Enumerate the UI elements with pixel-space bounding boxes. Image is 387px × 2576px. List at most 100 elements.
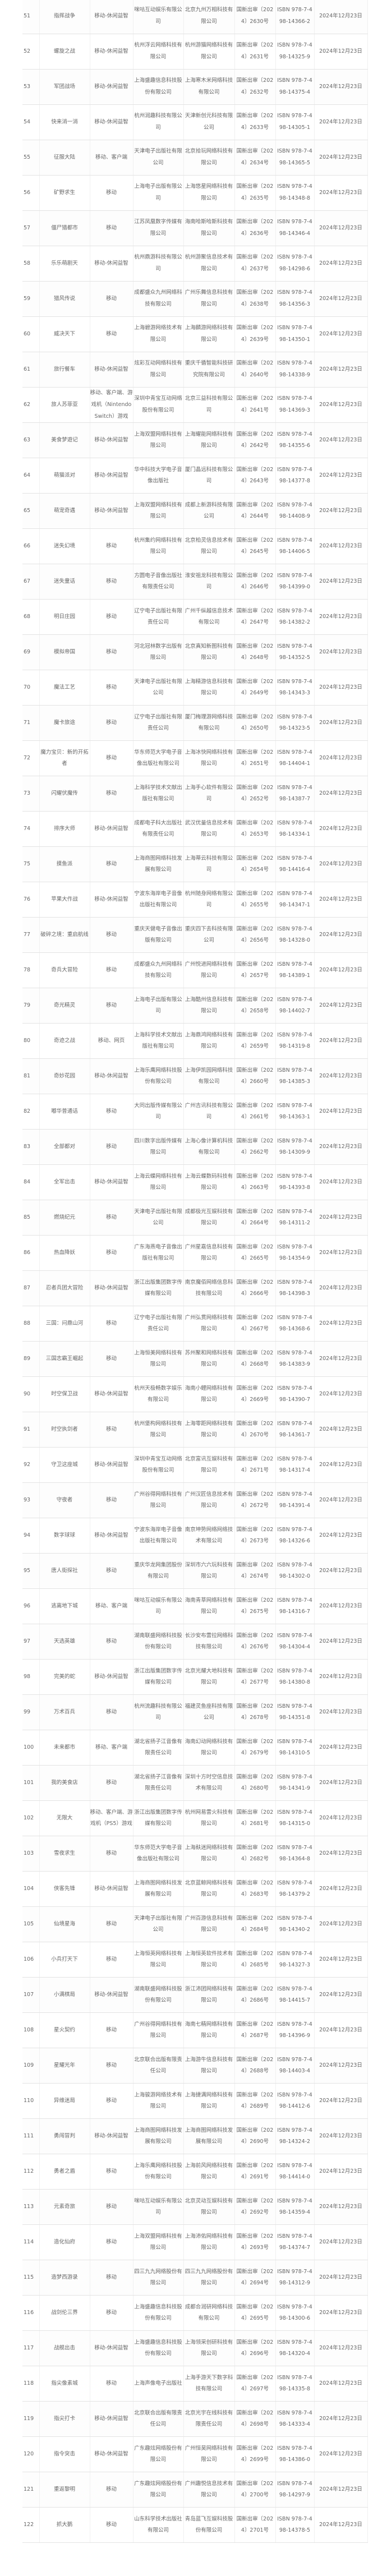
isbn: ISBN 978-7-498-14374-7	[275, 2224, 315, 2261]
isbn: ISBN 978-7-498-14389-1	[275, 952, 315, 989]
category: 移动	[90, 988, 133, 1024]
approval-number: 国新出审〔2024〕2634号	[234, 140, 276, 176]
table-row: 53 军团战场 移动-休闲益智 上海盛趣信息科技股份有限公司 上海寒木米网络科技有限公司…	[22, 69, 368, 105]
row-number: 82	[22, 1094, 40, 1130]
approval-number: 国新出审〔2024〕2643号	[234, 458, 276, 494]
isbn: ISBN 978-7-498-14383-9	[275, 1341, 315, 1377]
category: 移动-休闲益智	[90, 246, 133, 282]
row-number: 73	[22, 776, 40, 812]
game-name: 忍者兵团大冒险	[39, 1270, 90, 1307]
operator: 上海麸迷网络科技有限公司	[183, 1836, 235, 1872]
approval-number: 国新出审〔2024〕2662号	[234, 1129, 276, 1165]
approval-date: 2024年12月23日	[314, 740, 368, 777]
row-number: 109	[22, 2048, 40, 2084]
approval-date: 2024年12月23日	[314, 2330, 368, 2367]
publisher: 上海恒美网络科技有限公司	[132, 1341, 184, 1377]
table-row: 104 侠客先锋 移动-休闲益智 上海商图网络科技发展有限公司 北京蓝鲸网络科技有限公司…	[22, 1871, 368, 1907]
isbn: ISBN 978-7-498-14341-9	[275, 1765, 315, 1801]
game-name: 嘟华普通话	[39, 1094, 90, 1130]
approval-date: 2024年12月23日	[314, 316, 368, 352]
publisher: 北京联合出版有限责任公司	[132, 2048, 184, 2084]
category: 移动-休闲益智	[90, 1058, 133, 1095]
row-number: 70	[22, 670, 40, 706]
isbn: ISBN 978-7-498-14406-5	[275, 528, 315, 565]
operator: 福建灵鱼座科技有限公司	[183, 1694, 235, 1731]
operator: 淮安祖龙科技有限公司	[183, 564, 235, 600]
row-number: 78	[22, 952, 40, 989]
operator: 北京富讯互娱科技有限公司	[183, 1447, 235, 1483]
publisher: 杭州堡构网络科技有限公司	[132, 1412, 184, 1448]
operator: 北京三益科技有限公司	[183, 387, 235, 423]
table-row: 115 造梦西游录 移动 四三九九网络股份有限公司 四三九九网络股份有限公司 国新出审〔2…	[22, 2260, 368, 2296]
isbn: ISBN 978-7-498-14309-9	[275, 1129, 315, 1165]
isbn: ISBN 978-7-498-14305-1	[275, 104, 315, 140]
category: 移动	[90, 1694, 133, 1731]
approval-date: 2024年12月23日	[314, 0, 368, 34]
approval-number: 国新出审〔2024〕2637号	[234, 246, 276, 282]
game-name: 造化仙府	[39, 2224, 90, 2261]
table-row: 52 螺旋之战 移动-休闲益智 杭州浮云网络科技有限公司 杭州游猫网络科技有限公司 国新出…	[22, 34, 368, 70]
operator: 成都极光互娱科技有限公司	[183, 1200, 235, 1236]
operator: 四三九九网络股份有限公司	[183, 2260, 235, 2296]
isbn: ISBN 978-7-498-14327-3	[275, 1942, 315, 1978]
publisher: 四川数字出版传媒有限公司	[132, 1129, 184, 1165]
game-name: 矿野求生	[39, 175, 90, 211]
category: 移动	[90, 1765, 133, 1801]
row-number: 84	[22, 1164, 40, 1201]
row-number: 108	[22, 2012, 40, 2049]
publisher: 上海恒英网络科技有限公司	[132, 1942, 184, 1978]
game-name: 魔力宝贝：新的开拓者	[39, 740, 90, 777]
approval-number: 国新出审〔2024〕2641号	[234, 387, 276, 423]
approval-number: 国新出审〔2024〕2688号	[234, 2048, 276, 2084]
category: 移动	[90, 2366, 133, 2402]
approval-date: 2024年12月23日	[314, 2436, 368, 2473]
game-name: 唐人街探社	[39, 1553, 90, 1589]
approval-number: 国新出审〔2024〕2695号	[234, 2295, 276, 2331]
isbn: ISBN 978-7-498-14385-3	[275, 1058, 315, 1095]
category: 移动-休闲益智	[90, 69, 133, 105]
isbn: ISBN 978-7-498-14361-7	[275, 1412, 315, 1448]
operator: 上海沛佑网络科技有限公司	[183, 2224, 235, 2261]
table-row: 91 时空执剑者 移动 杭州堡构网络科技有限公司 上海零距网络科技有限公司 国新出审〔20…	[22, 1412, 368, 1448]
table-row: 61 旅行餐车 移动-休闲益智 炫彩互动网络科技有限公司 重庆千循智能科技研究院有限公司…	[22, 352, 368, 388]
approval-date: 2024年12月23日	[314, 175, 368, 211]
operator: 上海伊凯园网络科技有限公司	[183, 1058, 235, 1095]
publisher: 广东趣炫网络股份有限公司	[132, 2472, 184, 2508]
publisher: 广东趣炫网络股份有限公司	[132, 2436, 184, 2473]
approval-number: 国新出审〔2024〕2699号	[234, 2436, 276, 2473]
publisher: 成都电子科大出版社有限责任公司	[132, 811, 184, 847]
table-row: 89 三国志霸王崛起 移动 上海恒美网络科技有限公司 苏州聚和网络科技有限公司 国新出审〔…	[22, 1341, 368, 1377]
isbn: ISBN 978-7-498-14311-2	[275, 1200, 315, 1236]
approval-number: 国新出审〔2024〕2647号	[234, 599, 276, 635]
approval-number: 国新出审〔2024〕2666号	[234, 1270, 276, 1307]
category: 移动	[90, 528, 133, 565]
publisher: 广东海燕电子音像出版社有限公司	[132, 1235, 184, 1271]
operator: 广州吉讯科技有限公司	[183, 1094, 235, 1130]
category: 移动-休闲益智	[90, 2330, 133, 2367]
category: 移动	[90, 1942, 133, 1978]
game-name: 元素奇旅	[39, 2189, 90, 2225]
approval-date: 2024年12月23日	[314, 2189, 368, 2225]
approval-date: 2024年12月23日	[314, 246, 368, 282]
operator: 成都合润研网络科技有限公司	[183, 2295, 235, 2331]
game-name: 军团战场	[39, 69, 90, 105]
category: 移动-休闲益智	[90, 1977, 133, 2013]
isbn: ISBN 978-7-498-14300-6	[275, 2295, 315, 2331]
game-name: 摸鱼派	[39, 846, 90, 883]
approval-number: 国新出审〔2024〕2659号	[234, 1023, 276, 1059]
row-number: 119	[22, 2401, 40, 2437]
category: 移动	[90, 2189, 133, 2225]
table-row: 81 奇妙花园 移动-休闲益智 上海乐鹰网络科技股份有限公司 上海伊凯园网络科技有限公司…	[22, 1058, 368, 1095]
operator: 上海蒂云科技有限公司	[183, 846, 235, 883]
publisher: 上海科学技术文献出版社有限公司	[132, 776, 184, 812]
isbn: ISBN 978-7-498-14408-9	[275, 493, 315, 529]
approval-date: 2024年12月23日	[314, 34, 368, 70]
operator: 北京光宇在线科技有限责任公司	[183, 2401, 235, 2437]
publisher: 广州谷得网络科技有限公司	[132, 2012, 184, 2049]
publisher: 宁波东海岸电子音像出版社有限公司	[132, 1518, 184, 1554]
approval-number: 国新出审〔2024〕2676号	[234, 1624, 276, 1660]
game-name: 明日庄园	[39, 599, 90, 635]
isbn: ISBN 978-7-498-14298-6	[275, 246, 315, 282]
approval-number: 国新出审〔2024〕2678号	[234, 1694, 276, 1731]
approval-date: 2024年12月23日	[314, 2118, 368, 2155]
